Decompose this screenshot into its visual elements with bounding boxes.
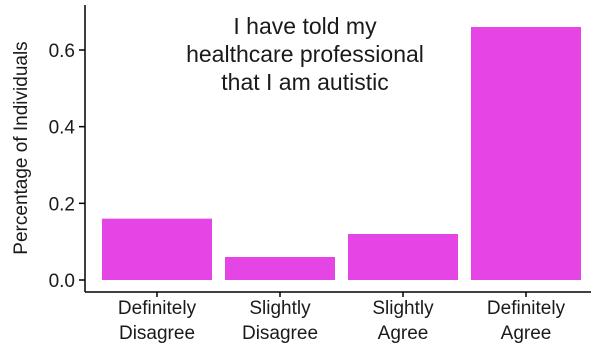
y-axis-title-group: Percentage of Individuals — [11, 41, 32, 254]
y-tick-label: 0.4 — [49, 118, 76, 139]
y-tick-label: 0.2 — [49, 194, 75, 215]
bar — [471, 27, 581, 280]
axes — [84, 5, 591, 293]
bar — [225, 257, 335, 280]
y-tick-label: 0.6 — [49, 41, 75, 62]
x-tick-label-line: Slightly — [372, 298, 434, 319]
chart-title-line: I have told my — [233, 13, 377, 39]
x-tick-label-line: Slightly — [249, 298, 311, 319]
y-ticks: 0.0 0.2 0.4 0.6 — [49, 41, 85, 292]
x-tick-label-line: Disagree — [242, 323, 318, 344]
x-tick-label-line: Agree — [501, 323, 552, 344]
y-axis-title: Percentage of Individuals — [11, 41, 32, 254]
x-tick-label-line: Definitely — [118, 298, 197, 319]
bar — [102, 218, 212, 280]
bar — [348, 234, 458, 280]
chart-title-line: healthcare professional — [186, 41, 424, 67]
y-tick-label: 0.0 — [49, 271, 75, 292]
x-tick-label-line: Disagree — [119, 323, 195, 344]
bars — [102, 27, 581, 280]
chart-title-line: that I am autistic — [221, 69, 388, 95]
x-tick-labels: DefinitelyDisagreeSlightlyDisagreeSlight… — [118, 292, 566, 344]
x-tick-label-line: Agree — [378, 323, 429, 344]
x-tick-label-line: Definitely — [487, 298, 566, 319]
x-tick-label: Slightly Disagree — [242, 292, 318, 344]
x-tick-label: Slightly Agree — [372, 292, 434, 344]
x-tick-label: Definitely Disagree — [118, 292, 197, 344]
x-tick-label: Definitely Agree — [487, 292, 566, 344]
